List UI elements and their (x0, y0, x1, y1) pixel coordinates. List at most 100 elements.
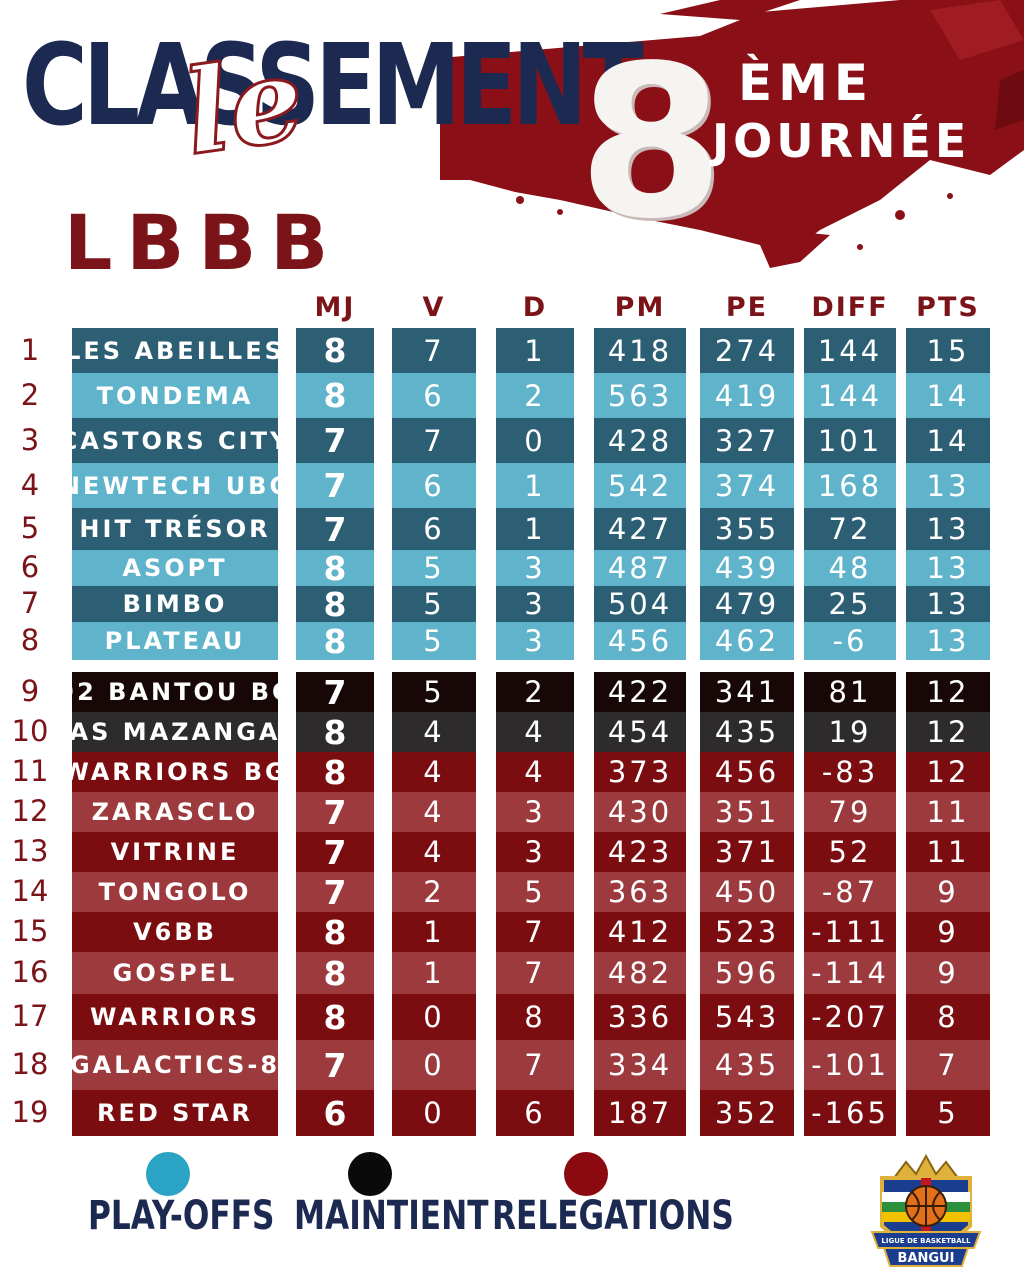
d-cell: 7 (496, 912, 574, 952)
diff-cell: -83 (804, 752, 896, 792)
round-suffix: ÈME (738, 54, 875, 112)
pe-cell: 327 (700, 418, 794, 463)
pts-cell: 13 (906, 550, 990, 586)
pm-cell: 563 (594, 373, 686, 418)
mj-cell: 8 (296, 752, 374, 792)
rank-number: 17 (11, 999, 49, 1033)
pm-cell: 428 (594, 418, 686, 463)
diff-cell: 25 (804, 586, 896, 622)
pm-cell: 423 (594, 832, 686, 872)
team-name-cell: LES ABEILLES (72, 328, 278, 373)
v-cell: 2 (392, 872, 476, 912)
pts-cell: 13 (906, 463, 990, 508)
diff-cell: -207 (804, 994, 896, 1040)
rank-number: 13 (11, 834, 49, 868)
team-name-cell: CASTORS CITY (72, 418, 278, 463)
team-name-cell: ZARASCLO (72, 792, 278, 832)
mj-cell: 7 (296, 832, 374, 872)
mj-cell: 7 (296, 872, 374, 912)
league-logo: LIGUE DE BASKETBALL BANGUI (870, 1153, 982, 1267)
pm-cell: 418 (594, 328, 686, 373)
pm-cell: 454 (594, 712, 686, 752)
pe-cell: 462 (700, 622, 794, 660)
d-cell: 7 (496, 1040, 574, 1090)
rank-number: 8 (20, 623, 40, 657)
team-name-cell: VITRINE (72, 832, 278, 872)
d-cell: 1 (496, 508, 574, 550)
pe-cell: 371 (700, 832, 794, 872)
rank-number: 12 (11, 794, 49, 828)
logo-bottom-text: BANGUI (898, 1251, 955, 1266)
team-name-cell: HIT TRÉSOR (72, 508, 278, 550)
rank-number: 7 (20, 586, 40, 620)
mj-cell: 8 (296, 328, 374, 373)
v-cell: 5 (392, 672, 476, 712)
v-cell: 0 (392, 994, 476, 1040)
diff-cell: -114 (804, 952, 896, 994)
pe-cell: 450 (700, 872, 794, 912)
legend-dot-playoffs (146, 1152, 190, 1196)
legend-label-maintien: MAINTIENT (294, 1193, 489, 1239)
d-cell: 8 (496, 994, 574, 1040)
pm-cell: 427 (594, 508, 686, 550)
mj-cell: 8 (296, 373, 374, 418)
pts-cell: 15 (906, 328, 990, 373)
title-classement: CLASSEMENT (22, 21, 644, 151)
pts-cell: 14 (906, 418, 990, 463)
team-name-cell: GOSPEL (72, 952, 278, 994)
rank-number: 15 (11, 914, 49, 948)
paint-splash-decoration (440, 0, 1024, 268)
pts-cell: 13 (906, 586, 990, 622)
mj-cell: 8 (296, 622, 374, 660)
column-header-v: V (422, 292, 446, 323)
v-cell: 1 (392, 952, 476, 994)
d-cell: 1 (496, 463, 574, 508)
pm-cell: 336 (594, 994, 686, 1040)
column-header-d: D (522, 292, 548, 323)
diff-cell: -101 (804, 1040, 896, 1090)
round-number: 8 (578, 20, 725, 265)
v-cell: 0 (392, 1040, 476, 1090)
mj-cell: 6 (296, 1090, 374, 1136)
mj-cell: 7 (296, 418, 374, 463)
pts-cell: 12 (906, 712, 990, 752)
pts-cell: 7 (906, 1040, 990, 1090)
pe-cell: 439 (700, 550, 794, 586)
team-name-cell: PLATEAU (72, 622, 278, 660)
pts-cell: 8 (906, 994, 990, 1040)
pm-cell: 542 (594, 463, 686, 508)
v-cell: 4 (392, 792, 476, 832)
rank-number: 1 (20, 333, 40, 367)
column-header-pts: PTS (916, 292, 980, 323)
pe-cell: 435 (700, 1040, 794, 1090)
legend-label-playoffs: PLAY-OFFS (88, 1193, 275, 1239)
rank-number: 14 (11, 874, 49, 908)
d-cell: 5 (496, 872, 574, 912)
pe-cell: 596 (700, 952, 794, 994)
pts-cell: 13 (906, 622, 990, 660)
v-cell: 7 (392, 418, 476, 463)
team-name-cell: WARRIORS (72, 994, 278, 1040)
legend-label-relegations: RELEGATIONS (492, 1193, 734, 1239)
mj-cell: 8 (296, 994, 374, 1040)
d-cell: 4 (496, 712, 574, 752)
rank-number: 19 (11, 1095, 49, 1129)
rank-number: 10 (11, 714, 49, 748)
pe-cell: 352 (700, 1090, 794, 1136)
mj-cell: 7 (296, 672, 374, 712)
v-cell: 6 (392, 373, 476, 418)
diff-cell: 19 (804, 712, 896, 752)
v-cell: 4 (392, 712, 476, 752)
team-name-cell: RED STAR (72, 1090, 278, 1136)
pe-cell: 456 (700, 752, 794, 792)
rank-number: 9 (20, 674, 40, 708)
v-cell: 6 (392, 508, 476, 550)
team-name-cell: TONDEMA (72, 373, 278, 418)
team-name-cell: NEWTECH UBC (72, 463, 278, 508)
pe-cell: 274 (700, 328, 794, 373)
pm-cell: 373 (594, 752, 686, 792)
rank-number: 18 (11, 1047, 49, 1081)
league-name: LBBB (64, 198, 343, 287)
pe-cell: 543 (700, 994, 794, 1040)
diff-cell: 52 (804, 832, 896, 872)
